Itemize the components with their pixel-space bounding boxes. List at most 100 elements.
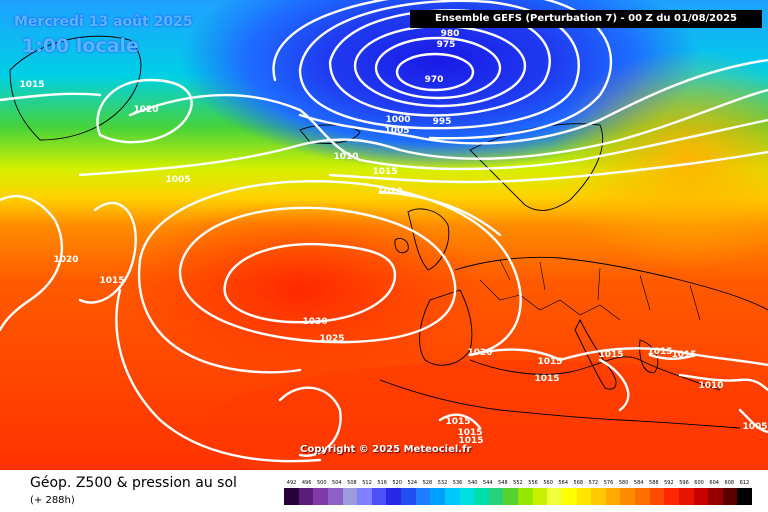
legend-swatch [444,488,460,505]
isobar-label: 995 [433,117,452,127]
legend-swatch [591,488,606,505]
legend-swatch [576,488,592,505]
map-footer: Géop. Z500 & pression au sol (+ 288h) 49… [0,470,768,512]
legend-tick-label: 536 [452,480,463,486]
legend-tick-label: 516 [377,480,387,486]
legend-tick-label: 612 [739,480,750,486]
iceland-coast [299,124,361,144]
isobar-label: 1005 [384,126,409,136]
legend-swatch [386,488,401,505]
isobar-1020-west [0,194,63,332]
legend-swatch [503,488,518,505]
legend-swatch [284,488,299,505]
warm-east-region [550,50,768,270]
legend-swatch [298,488,314,505]
isobar-970 [395,52,475,92]
legend-swatch [561,488,577,505]
map-title: Géop. Z500 & pression au sol [30,475,237,491]
isobar-label: 1010 [698,381,723,391]
lead-time: (+ 288h) [30,495,75,506]
legend-tick-label: 608 [724,480,735,486]
isobar-1015-north [0,92,768,184]
legend-swatch [605,488,621,505]
isobar-label: 1020 [467,348,492,358]
legend-tick-label: 572 [588,480,599,486]
legend-swatch [342,488,358,505]
legend-tick-label: 552 [513,480,523,486]
isobar-label: 1015 [445,417,470,427]
isobar-1015-south [115,288,768,463]
legend-tick-label: 548 [498,480,508,486]
isobar-1015-west [78,201,137,304]
legend-tick-label: 492 [286,480,297,486]
greece-coast [639,339,659,373]
legend-tick-label: 500 [316,480,327,486]
legend-swatch [649,488,665,505]
isobar-1020-central [137,179,522,374]
legend-tick-label: 584 [633,480,644,486]
isobar-1005-east [738,408,768,434]
isobar-label: 1015 [671,350,696,360]
legend-swatch [430,488,445,505]
isobar-labels: 980 975 970 995 1000 1005 1010 1015 1020… [19,29,767,446]
isobar-990 [298,0,580,130]
isobar-label: 1015 [457,428,482,438]
europe-coast [419,256,768,366]
legend-tick-label: 600 [694,480,704,486]
isobar-985 [328,9,551,117]
forecast-time: 1:00 locale [22,35,139,57]
legend-tick-label: 596 [679,480,689,486]
copyright-notice: Copyright © 2025 Meteociel.fr [300,444,472,455]
legend-tick-label: 568 [573,480,584,486]
isobar-label: 975 [437,40,456,50]
legend-tick-label: 528 [422,480,433,486]
isobar-label: 980 [441,29,460,39]
coastlines [9,35,768,429]
legend-tick-label: 576 [603,480,614,486]
legend-swatch [371,488,387,505]
legend-swatch [415,488,431,505]
legend-tick-label: 532 [437,480,448,486]
isobar-label: 1015 [458,436,483,446]
legend-swatch [474,488,489,505]
legend-swatch [737,488,752,505]
legend-tick-label: 580 [618,480,629,486]
greenland-coast [9,35,142,141]
isobar-label: 1015 [647,347,672,357]
isobar-label: 1010 [333,152,358,162]
isobar-1010 [128,93,768,171]
isobar-1015-med [438,353,697,430]
isobar-1010-east [678,373,768,392]
isobar-label: 1015 [19,80,44,90]
legend-swatch [635,488,650,505]
legend-tick-label: 604 [709,480,719,486]
isobar-label: 1005 [165,175,190,185]
isobar-1030 [223,242,397,324]
isobar-label: 1005 [742,422,767,432]
legend-bar [284,488,752,505]
map-canvas: 980 975 970 995 1000 1005 1010 1015 1020… [0,0,768,470]
legend-swatch [708,488,723,505]
legend-swatch [488,488,504,505]
isobar-label: 1025 [319,334,344,344]
legend-tick-label: 564 [558,480,568,486]
legend-swatch [401,488,416,505]
legend-swatch [357,488,372,505]
isobar-south-loop [278,386,342,457]
isobar-label: 1020 [133,105,158,115]
legend-swatch [547,488,562,505]
legend-tick-label: 512 [362,480,372,486]
legend-swatch [518,488,533,505]
legend-tick-label: 556 [528,480,538,486]
legend-tick-label: 496 [301,480,312,486]
legend-tick-label: 504 [332,480,342,486]
legend-swatch [327,488,343,505]
legend-swatch [722,488,738,505]
isobar-label: 1015 [372,167,397,177]
isobar-label: 1015 [534,374,559,384]
isobar-label: 1020 [53,255,78,265]
legend-swatch [693,488,709,505]
isobar-label: 1015 [537,357,562,367]
legend-tick-label: 524 [407,480,418,486]
isobar-label: 1015 [598,350,623,360]
